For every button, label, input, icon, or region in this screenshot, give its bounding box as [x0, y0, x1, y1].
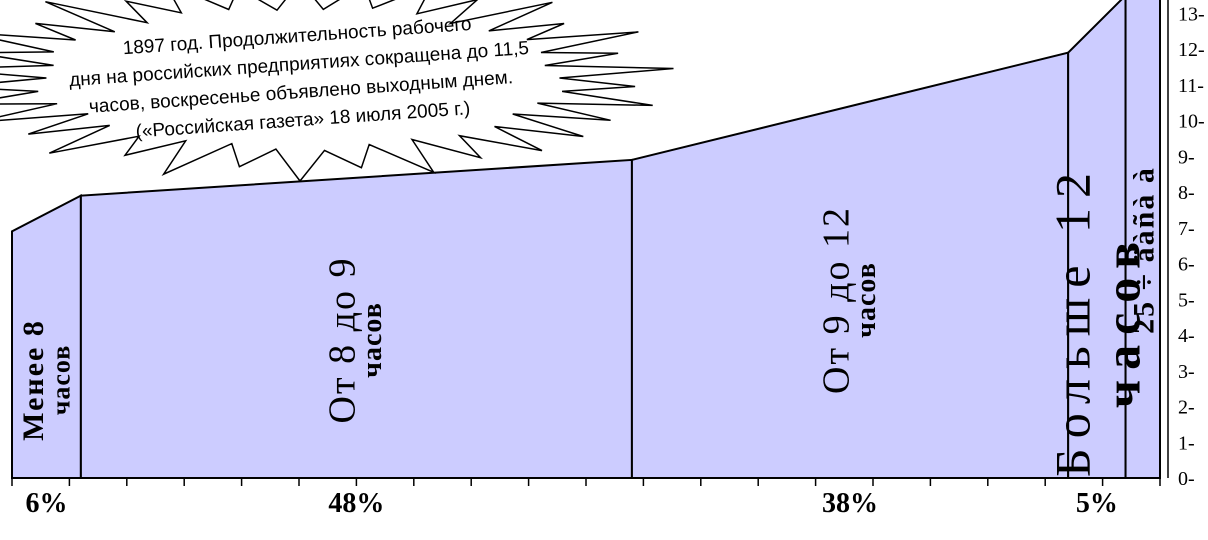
y-tick-label: 4-	[1178, 325, 1195, 347]
y-tick-label: 12-	[1178, 39, 1205, 61]
group-label-line2: часов	[357, 302, 388, 378]
share-label-4: 5%	[1076, 488, 1118, 519]
group-label-line2: часов	[1094, 232, 1150, 408]
group-label-line1: Менее 8	[17, 319, 50, 441]
group-label-line1: Больше 12	[1044, 163, 1100, 477]
y-tick-label: 9-	[1178, 146, 1195, 168]
y-tick-label: 0-	[1178, 468, 1195, 490]
y-tick-label: 5-	[1178, 289, 1195, 311]
y-tick-label: 10-	[1178, 111, 1205, 133]
y-tick-label: 8-	[1178, 182, 1195, 204]
y-tick-label: 1-	[1178, 432, 1195, 454]
callout-starburst	[0, 0, 674, 183]
group-label-5: 25 ÷ äàñà à	[1127, 166, 1160, 334]
y-tick-label: 2-	[1178, 397, 1195, 419]
y-tick-label: 3-	[1178, 361, 1195, 383]
group-label-line2: часов	[47, 345, 76, 416]
group-label-line1: От 8 до 9	[322, 257, 364, 424]
share-label-3: 38%	[822, 488, 878, 519]
group-label-line1: 25 ÷ äàñà à	[1127, 166, 1160, 334]
y-tick-label: 13-	[1178, 3, 1205, 25]
group-label-line1: От 9 до 12	[815, 206, 857, 394]
y-tick-label: 6-	[1178, 254, 1195, 276]
y-tick-label: 7-	[1178, 218, 1195, 240]
share-label-2: 48%	[328, 488, 384, 519]
y-tick-label: 11-	[1178, 75, 1204, 97]
group-label-line2: часов	[851, 262, 882, 338]
share-label-1: 6%	[25, 488, 67, 519]
